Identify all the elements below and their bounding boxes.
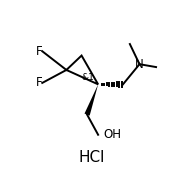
Polygon shape xyxy=(85,84,98,116)
Text: OH: OH xyxy=(104,128,122,141)
Text: F: F xyxy=(35,45,42,58)
Text: HCl: HCl xyxy=(78,150,104,165)
Text: &1: &1 xyxy=(81,73,94,82)
Text: N: N xyxy=(135,58,144,71)
Text: F: F xyxy=(35,76,42,89)
